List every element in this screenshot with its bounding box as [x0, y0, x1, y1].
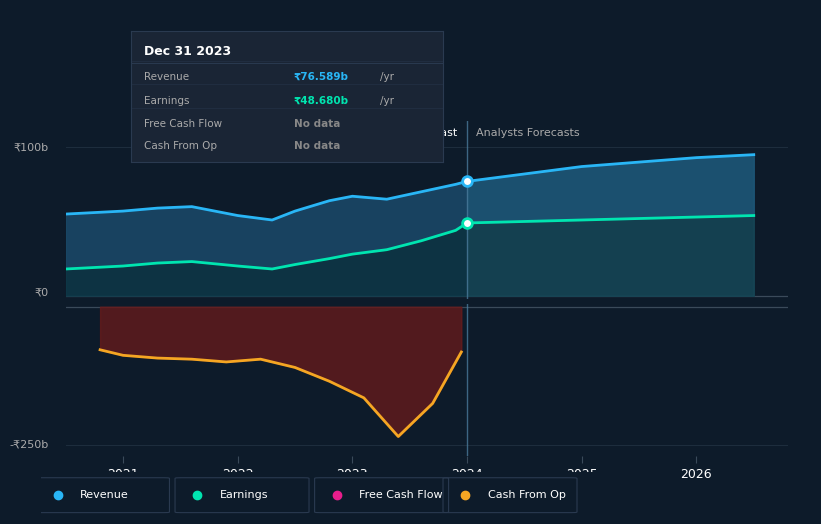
Text: Analysts Forecasts: Analysts Forecasts: [476, 128, 580, 138]
Text: No data: No data: [294, 141, 340, 151]
Text: Free Cash Flow: Free Cash Flow: [360, 490, 443, 500]
Text: ₹48.680b: ₹48.680b: [294, 96, 349, 106]
Text: ₹76.589b: ₹76.589b: [294, 72, 349, 82]
Text: No data: No data: [294, 119, 340, 129]
Text: ₹100b: ₹100b: [13, 142, 48, 152]
Text: ₹0: ₹0: [34, 288, 48, 298]
Text: /yr: /yr: [379, 72, 394, 82]
Text: Earnings: Earnings: [144, 96, 190, 106]
Text: -₹250b: -₹250b: [9, 440, 48, 450]
Text: Revenue: Revenue: [80, 490, 129, 500]
Text: Free Cash Flow: Free Cash Flow: [144, 119, 222, 129]
Text: Revenue: Revenue: [144, 72, 189, 82]
Text: Cash From Op: Cash From Op: [488, 490, 566, 500]
Text: Past: Past: [434, 128, 458, 138]
Text: /yr: /yr: [379, 96, 394, 106]
Text: Earnings: Earnings: [220, 490, 268, 500]
Text: Cash From Op: Cash From Op: [144, 141, 217, 151]
Text: Dec 31 2023: Dec 31 2023: [144, 45, 231, 58]
